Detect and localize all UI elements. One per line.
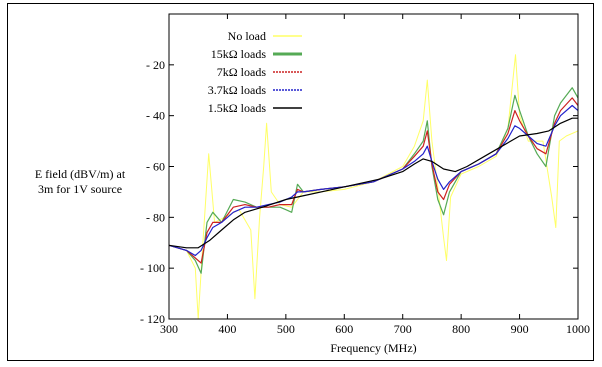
y-axis-label-line-1: E field (dBV/m) at [34, 167, 126, 181]
plot-lines [168, 54, 579, 320]
x-axis-label: Frequency (MHz) [330, 341, 416, 355]
legend: No load 15kΩ loads 7kΩ loads 3.7kΩ loads 1.5… [208, 29, 302, 115]
y-tick-label: - 60 [146, 160, 165, 174]
y-tick-label: - 80 [146, 210, 165, 224]
y-axis-label: E field (dBV/m) at 3m for 1V source [20, 167, 140, 197]
series-line [168, 104, 579, 257]
y-tick-label: - 100 [140, 261, 165, 275]
y-axis-label-line-2: 3m for 1V source [37, 182, 123, 196]
x-tick-label: 600 [335, 322, 353, 336]
y-tick-label: - 20 [146, 58, 165, 72]
x-tick-label: 900 [511, 322, 529, 336]
axis-ticks: 300 400 500 600 700 800 900 1000 - 120 - 100 - 80 -… [140, 14, 590, 336]
x-tick-label: 300 [160, 322, 178, 336]
x-tick-label: 1000 [566, 322, 590, 336]
chart-frame: 300 400 500 600 700 800 900 1000 - 120 - 100 - 80 -… [7, 3, 594, 361]
x-tick-label: 800 [452, 322, 470, 336]
y-tick-label: - 40 [146, 109, 165, 123]
x-tick-label: 400 [218, 322, 236, 336]
series-line [168, 117, 578, 249]
legend-label: No load [228, 29, 266, 43]
chart-svg: 300 400 500 600 700 800 900 1000 - 120 - 100 - 80 -… [140, 13, 590, 355]
legend-label: 1.5kΩ loads [208, 101, 267, 115]
x-tick-label: 700 [394, 322, 412, 336]
legend-label: 7kΩ loads [217, 65, 267, 79]
legend-label: 3.7kΩ loads [208, 83, 267, 97]
legend-label: 15kΩ loads [211, 47, 267, 61]
series-line [168, 87, 579, 274]
y-tick-label: - 120 [140, 312, 165, 326]
x-tick-label: 500 [277, 322, 295, 336]
series-line [168, 97, 579, 264]
